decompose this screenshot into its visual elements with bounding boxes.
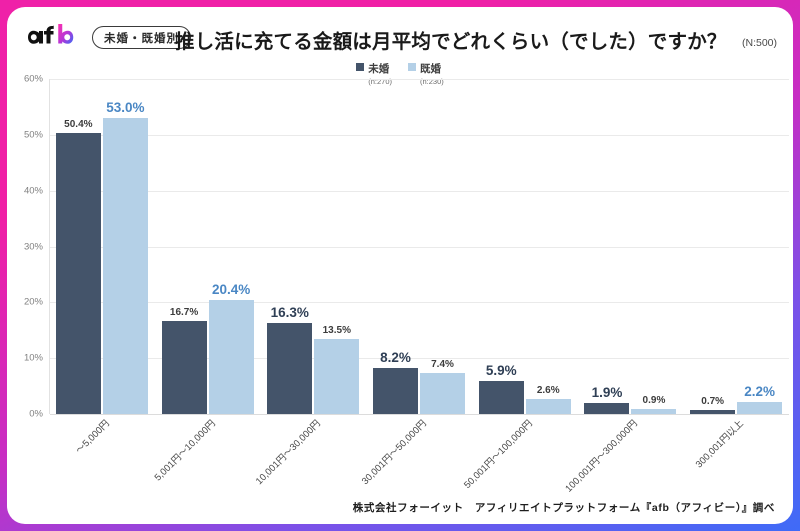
- bar-group: 1.9% 0.9%: [578, 79, 684, 414]
- legend-label: 既婚: [420, 63, 441, 75]
- x-axis-cell: 〜5,000円: [49, 414, 155, 494]
- y-axis-tick-label: 50%: [23, 129, 43, 141]
- x-axis-tick-label: 300,001円以上: [693, 418, 747, 471]
- bar-未婚: 1.9%: [584, 385, 630, 414]
- y-axis-tick-label: 30%: [23, 241, 43, 252]
- bar-value-label: 16.7%: [169, 306, 199, 318]
- bar-既婚: 53.0%: [102, 100, 148, 414]
- x-axis-cell: 30,001円〜50,000円: [360, 414, 472, 494]
- bar-groups: 50.4% 53.0% 16.7% 20.4% 16.3% 13.5% 8.2% 7.4% 5.…: [49, 79, 789, 414]
- x-axis-tick-label: 5,001円〜10,000円: [152, 418, 218, 484]
- grid-line: [50, 358, 789, 360]
- bar-value-label: 53.0%: [106, 100, 145, 116]
- source-note: 株式会社フォーイット アフィリエイトプラットフォーム『afb（アフィビー）』調べ: [352, 502, 775, 514]
- bar-未婚: 50.4%: [55, 119, 101, 414]
- x-axis-tick-label: 〜5,000円: [73, 418, 112, 457]
- bar-未婚: 0.7%: [690, 396, 736, 414]
- bar-value-label: 8.2%: [380, 350, 411, 366]
- legend-item: 既婚 (n:230): [408, 60, 444, 86]
- bar-value-label: 13.5%: [322, 324, 351, 336]
- bar-value-label: 5.9%: [485, 363, 517, 379]
- bar-value-label: 0.7%: [701, 396, 725, 408]
- bar-未婚: 16.7%: [161, 307, 207, 414]
- bar-value-label: 2.6%: [536, 385, 560, 397]
- bar-value-label: 7.4%: [431, 358, 454, 370]
- grid-line: [50, 134, 789, 136]
- bar-group: 5.9% 2.6%: [472, 79, 578, 414]
- bar-value-label: 1.9%: [591, 385, 623, 401]
- afb-logo: [28, 23, 86, 49]
- legend-text: 既婚 (n:230): [420, 60, 444, 86]
- y-axis-tick-label: 40%: [23, 185, 43, 197]
- page-title: 推し活に充てる金額は月平均でどれくらい（でした）ですか？: [175, 31, 727, 53]
- x-axis-tick-label: 30,001円〜50,000円: [359, 418, 429, 488]
- x-axis: 〜5,000円 5,001円〜10,000円 10,001円〜30,000円 30,0…: [49, 414, 789, 495]
- y-axis-tick-label: 0%: [29, 408, 43, 420]
- bar-既婚: 20.4%: [208, 282, 254, 414]
- x-axis-cell: 50,001円〜100,000円: [462, 414, 578, 494]
- plot-area: 60% 50% 40% 30% 20% 10% 0% 50.4% 53.0% 16.7% 20.4…: [7, 74, 793, 420]
- legend-text: 未婚 (n:270): [368, 60, 392, 86]
- bar-既婚: 2.2%: [737, 384, 783, 414]
- bar-group: 16.3% 13.5%: [260, 79, 366, 414]
- grid-line: [50, 246, 789, 248]
- x-axis-tick-label: 50,001円〜100,000円: [461, 418, 535, 491]
- bar-value-label: 2.2%: [744, 383, 776, 399]
- bar-既婚: 0.9%: [631, 395, 677, 414]
- bar-value-label: 50.4%: [64, 118, 93, 130]
- x-axis-cell: 100,001円〜300,000円: [564, 414, 684, 495]
- y-axis: 60% 50% 40% 30% 20% 10% 0%: [7, 74, 49, 420]
- x-axis-cell: 5,001円〜10,000円: [152, 414, 261, 494]
- grid-line: [50, 414, 789, 415]
- legend-item: 未婚 (n:270): [356, 60, 392, 86]
- bar-既婚: 7.4%: [420, 359, 466, 414]
- bar-未婚: 16.3%: [267, 305, 313, 414]
- legend-swatch-icon: [356, 63, 365, 71]
- chart-legend: 未婚 (n:270) 既婚 (n:230): [7, 60, 793, 86]
- bar-group: 16.7% 20.4%: [155, 79, 261, 414]
- y-axis-tick-label: 10%: [23, 352, 43, 364]
- bar-group: 8.2% 7.4%: [366, 79, 472, 414]
- grid-line: [50, 79, 789, 80]
- legend-sample-size: (n:230): [420, 76, 444, 86]
- segment-badge: 未婚・既婚別: [92, 26, 191, 49]
- bar-value-label: 20.4%: [211, 282, 251, 298]
- bar-既婚: 13.5%: [314, 325, 360, 414]
- legend-label: 未婚: [368, 63, 390, 75]
- x-axis-cell: 300,001円以上: [683, 414, 789, 494]
- x-axis-cell: 10,001円〜30,000円: [254, 414, 366, 494]
- bar-未婚: 5.9%: [478, 363, 524, 414]
- header: 未婚・既婚別 推し活に充てる金額は月平均でどれくらい（でした）ですか？ (N:5…: [7, 7, 793, 59]
- bar-value-label: 16.3%: [270, 305, 309, 320]
- y-axis-tick-label: 20%: [23, 296, 43, 308]
- grid-line: [50, 190, 789, 192]
- x-axis-tick-label: 10,001円〜30,000円: [254, 418, 324, 488]
- grid-line: [50, 302, 789, 304]
- legend-swatch-icon: [408, 63, 416, 71]
- bar-未婚: 8.2%: [373, 350, 419, 414]
- legend-sample-size: (n:270): [368, 76, 392, 86]
- bar-value-label: 0.9%: [642, 394, 666, 406]
- bar-既婚: 2.6%: [525, 385, 571, 414]
- grid-lines: [49, 79, 789, 415]
- bar-group: 50.4% 53.0%: [49, 79, 155, 414]
- y-axis-tick-label: 60%: [23, 73, 43, 85]
- afb-logo-svg: [28, 24, 74, 44]
- sample-size-total: (N:500): [741, 37, 777, 49]
- chart-card: 未婚・既婚別 推し活に充てる金額は月平均でどれくらい（でした）ですか？ (N:5…: [7, 7, 793, 524]
- bar-group: 0.7% 2.2%: [683, 79, 789, 414]
